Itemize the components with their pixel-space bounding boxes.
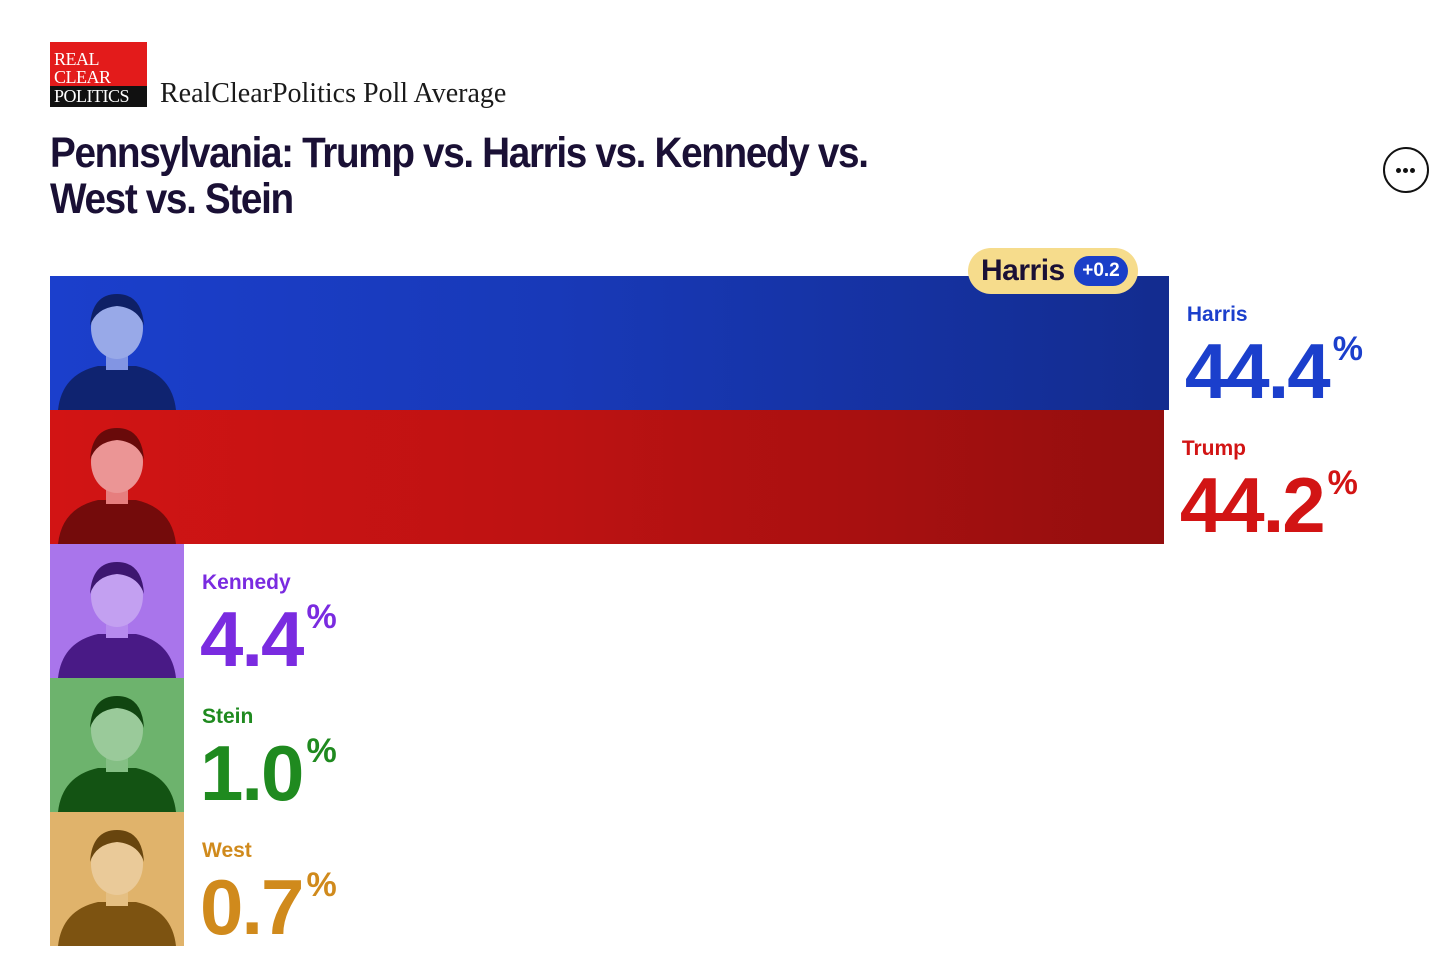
candidate-photo-harris bbox=[50, 276, 184, 410]
candidate-photo-kennedy bbox=[50, 544, 184, 678]
candidate-value-harris: 44.4 bbox=[1184, 327, 1331, 415]
candidate-value-kennedy: 4.4 bbox=[200, 595, 304, 683]
candidate-value-stein: 1.0 bbox=[200, 729, 304, 817]
candidate-photo-stein bbox=[50, 678, 184, 812]
more-dot bbox=[1403, 168, 1408, 173]
candidate-percent-sign-harris: % bbox=[1332, 330, 1363, 368]
leader-pill: Harris +0.2 bbox=[968, 248, 1138, 294]
candidate-percent-sign-trump: % bbox=[1327, 464, 1358, 502]
logo-line-clear: CLEAR bbox=[54, 67, 111, 87]
candidate-name-west: West bbox=[202, 839, 252, 862]
candidate-value-trump: 44.2 bbox=[1179, 461, 1326, 549]
candidate-name-stein: Stein bbox=[202, 705, 254, 728]
bar-trump bbox=[50, 410, 1164, 544]
candidate-photo-west bbox=[50, 812, 184, 946]
source-title: RealClearPolitics Poll Average bbox=[160, 78, 507, 109]
candidate-name-harris: Harris bbox=[1186, 303, 1248, 326]
logo-line-politics: POLITICS bbox=[50, 86, 147, 107]
more-dot bbox=[1396, 168, 1401, 173]
candidate-value-west: 0.7 bbox=[200, 863, 304, 951]
candidate-name-trump: Trump bbox=[1181, 437, 1246, 460]
candidate-photo-trump bbox=[50, 410, 184, 544]
chart-title: Pennsylvania: Trump vs. Harris vs. Kenne… bbox=[50, 129, 869, 223]
candidate-percent-sign-kennedy: % bbox=[306, 598, 337, 636]
candidate-percent-sign-stein: % bbox=[306, 732, 337, 770]
logo-line-real: REAL bbox=[54, 49, 100, 69]
leader-margin-badge: +0.2 bbox=[1074, 256, 1128, 286]
more-dot bbox=[1410, 168, 1415, 173]
candidate-percent-sign-west: % bbox=[306, 866, 337, 904]
leader-name: Harris bbox=[981, 254, 1065, 287]
rcp-logo: REAL CLEAR POLITICS bbox=[50, 42, 147, 107]
bar-harris bbox=[50, 276, 1169, 410]
more-options-button[interactable] bbox=[1383, 147, 1429, 193]
candidate-name-kennedy: Kennedy bbox=[202, 571, 291, 594]
